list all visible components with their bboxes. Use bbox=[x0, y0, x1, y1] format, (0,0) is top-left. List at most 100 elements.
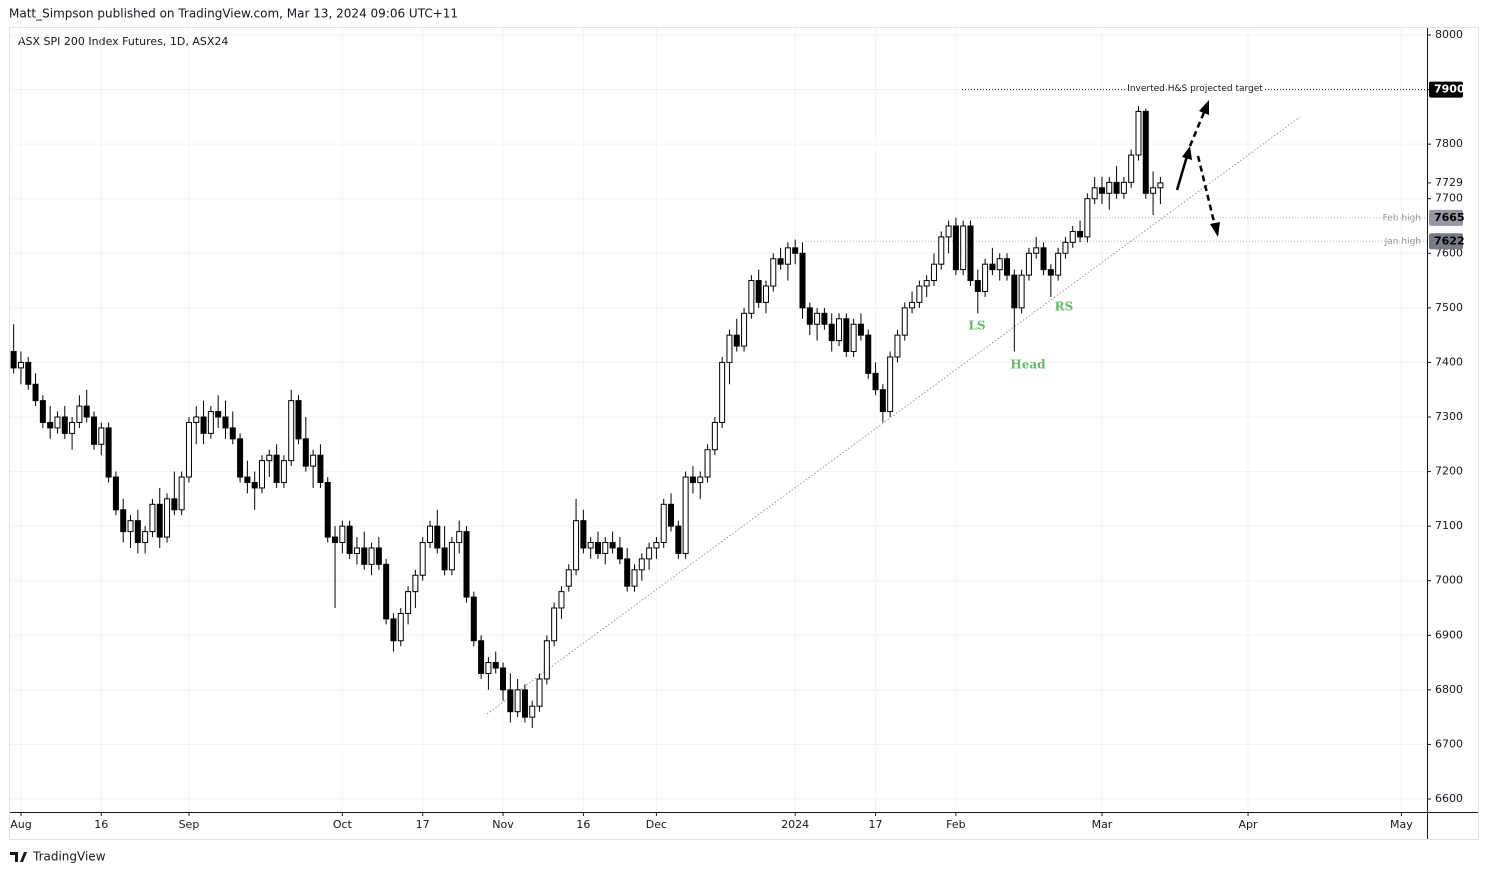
candle-body bbox=[1069, 230, 1076, 243]
candle bbox=[609, 531, 616, 554]
candle bbox=[996, 253, 1003, 281]
candle bbox=[894, 329, 901, 363]
candle-body bbox=[317, 454, 324, 483]
candle-body bbox=[266, 454, 273, 462]
candle-body bbox=[251, 481, 258, 489]
candle bbox=[142, 526, 149, 554]
candle-body bbox=[857, 323, 864, 336]
candle bbox=[697, 471, 704, 499]
candle-body bbox=[302, 438, 309, 467]
candle bbox=[551, 602, 558, 647]
candle bbox=[624, 547, 631, 592]
candle bbox=[821, 307, 828, 330]
candle bbox=[244, 460, 251, 494]
candle bbox=[200, 400, 207, 445]
candle bbox=[397, 608, 404, 647]
candle bbox=[390, 613, 397, 652]
candle-body bbox=[719, 361, 726, 423]
x-tick-label: 2024 bbox=[781, 818, 809, 831]
candle-body bbox=[507, 689, 514, 713]
candle bbox=[668, 493, 675, 532]
candle-body bbox=[777, 258, 784, 265]
candle-body bbox=[280, 460, 287, 483]
candle bbox=[580, 509, 587, 554]
candle bbox=[1033, 236, 1040, 259]
price-badge-label: 7622 bbox=[1434, 234, 1465, 247]
candle bbox=[784, 242, 791, 281]
candle-body bbox=[288, 400, 295, 462]
candle bbox=[149, 498, 156, 538]
candle bbox=[353, 537, 360, 565]
candle-body bbox=[47, 421, 54, 429]
candle bbox=[61, 406, 68, 439]
candle bbox=[1018, 269, 1025, 314]
candle bbox=[543, 635, 550, 685]
candle-body bbox=[185, 421, 192, 478]
candle bbox=[587, 537, 594, 559]
candle bbox=[865, 329, 872, 379]
candle bbox=[383, 558, 390, 625]
candle bbox=[974, 269, 981, 314]
candle-body bbox=[127, 520, 134, 533]
candle-body bbox=[551, 607, 558, 642]
y-tick-label: 8000 bbox=[1435, 28, 1463, 41]
candle bbox=[171, 471, 178, 516]
candle-body bbox=[602, 542, 609, 554]
levels: Inverted H&S projected target Feb high Jan… bbox=[805, 83, 1427, 372]
last-price-label: 7729 bbox=[1435, 176, 1463, 189]
candle-body bbox=[200, 416, 207, 434]
candle bbox=[850, 318, 857, 357]
candle bbox=[222, 400, 229, 439]
candle bbox=[1011, 269, 1018, 352]
candle bbox=[375, 537, 382, 570]
x-tick-label: Sep bbox=[179, 818, 200, 831]
price-badge bbox=[1429, 233, 1463, 250]
candle bbox=[448, 537, 455, 576]
candle-body bbox=[653, 542, 660, 549]
candle bbox=[726, 329, 733, 385]
candle-body bbox=[134, 520, 141, 544]
candle bbox=[565, 564, 572, 592]
dashed-arrow bbox=[1188, 109, 1207, 147]
candle-body bbox=[594, 542, 601, 554]
candle bbox=[237, 433, 244, 483]
candle-body bbox=[39, 400, 46, 423]
candle bbox=[733, 318, 740, 352]
candle bbox=[25, 356, 32, 390]
candle-body bbox=[171, 498, 178, 511]
frame bbox=[9, 27, 1479, 840]
candle bbox=[682, 471, 689, 559]
y-tick-label: 6700 bbox=[1435, 737, 1463, 750]
candle-body bbox=[1120, 181, 1127, 194]
candle bbox=[98, 422, 105, 456]
logo-mark bbox=[10, 852, 27, 862]
candle bbox=[1142, 108, 1149, 199]
candle-body bbox=[310, 454, 317, 467]
candle bbox=[952, 217, 959, 276]
candle bbox=[346, 520, 353, 559]
candle bbox=[266, 449, 273, 478]
candle-body bbox=[258, 460, 265, 489]
x-tick-label: 16 bbox=[94, 818, 108, 831]
candle-body bbox=[25, 361, 32, 385]
candle-body bbox=[960, 225, 967, 271]
candle-body bbox=[1018, 274, 1025, 309]
candle-body bbox=[1113, 181, 1120, 194]
candle bbox=[47, 406, 54, 439]
candle-body bbox=[229, 427, 236, 440]
candle-body bbox=[923, 280, 930, 287]
candle-body bbox=[156, 503, 163, 538]
candle bbox=[310, 449, 317, 488]
level-label: Inverted H&S projected target bbox=[1127, 84, 1263, 94]
candle bbox=[1084, 193, 1091, 243]
candle-body bbox=[821, 312, 828, 325]
candle-body bbox=[624, 558, 631, 587]
arrow-head bbox=[1210, 222, 1220, 237]
candle-body bbox=[419, 542, 426, 576]
candle bbox=[1150, 171, 1157, 216]
candle-body bbox=[178, 476, 185, 511]
candle-body bbox=[996, 258, 1003, 271]
level-label: Jan high bbox=[1384, 237, 1421, 247]
candle-body bbox=[865, 334, 872, 374]
candle bbox=[1091, 176, 1098, 205]
